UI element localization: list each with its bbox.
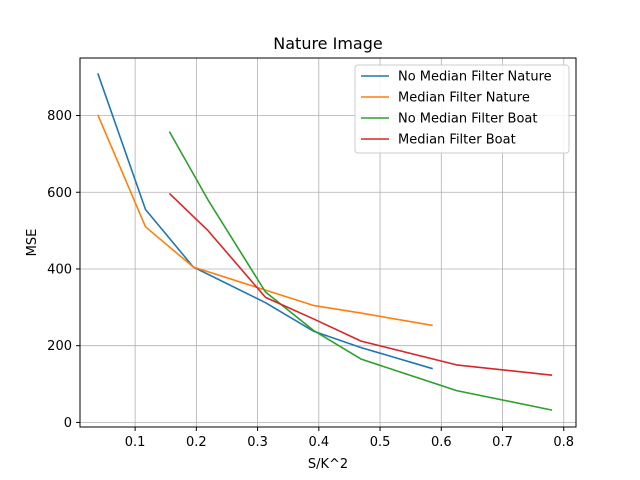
x-tick-label: 0.2: [186, 435, 207, 450]
series-line-2: [97, 114, 433, 327]
legend-label: Median Filter Nature: [398, 91, 530, 106]
y-tick-label: 400: [47, 262, 72, 277]
x-tick-label: 0.8: [553, 435, 574, 450]
series-line-1: [97, 73, 433, 370]
y-tick-label: 600: [47, 186, 72, 201]
plot-frame: [79, 57, 577, 428]
x-tick-label: 0.3: [247, 435, 268, 450]
series-line-3: [168, 131, 553, 411]
series-line-4: [168, 192, 553, 376]
legend-label: No Median Filter Boat: [398, 112, 538, 127]
legend: No Median Filter Nature Median Filter Nat…: [354, 64, 570, 154]
x-tick-label: 0.7: [492, 435, 513, 450]
x-tick-label: 0.5: [370, 435, 391, 450]
x-tick-label: 0.1: [125, 435, 146, 450]
x-axis: 0.1 0.2 0.3 0.4 0.5 0.6 0.7 0.8: [125, 427, 574, 450]
x-axis-title: S/K^2: [308, 457, 348, 472]
legend-label: Median Filter Boat: [398, 133, 516, 148]
legend-box: [354, 64, 570, 154]
series-layer: [97, 73, 553, 411]
legend-label: No Median Filter Nature: [398, 70, 552, 85]
x-tick-label: 0.6: [431, 435, 452, 450]
y-axis-title: MSE: [25, 229, 40, 257]
y-tick-label: 800: [47, 109, 72, 124]
y-tick-label: 0: [64, 416, 72, 431]
y-axis: 0 200 400 600 800: [47, 109, 80, 431]
chart-title: Nature Image: [273, 34, 382, 53]
y-tick-label: 200: [47, 339, 72, 354]
x-tick-label: 0.4: [308, 435, 329, 450]
